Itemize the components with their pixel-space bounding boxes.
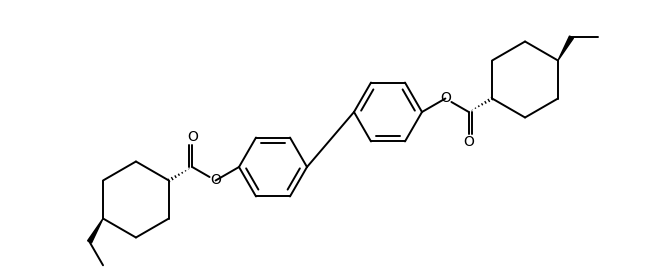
Polygon shape [558,36,573,60]
Polygon shape [88,218,103,243]
Text: O: O [186,130,198,144]
Text: O: O [210,174,221,187]
Text: O: O [464,135,474,149]
Text: O: O [440,91,451,106]
